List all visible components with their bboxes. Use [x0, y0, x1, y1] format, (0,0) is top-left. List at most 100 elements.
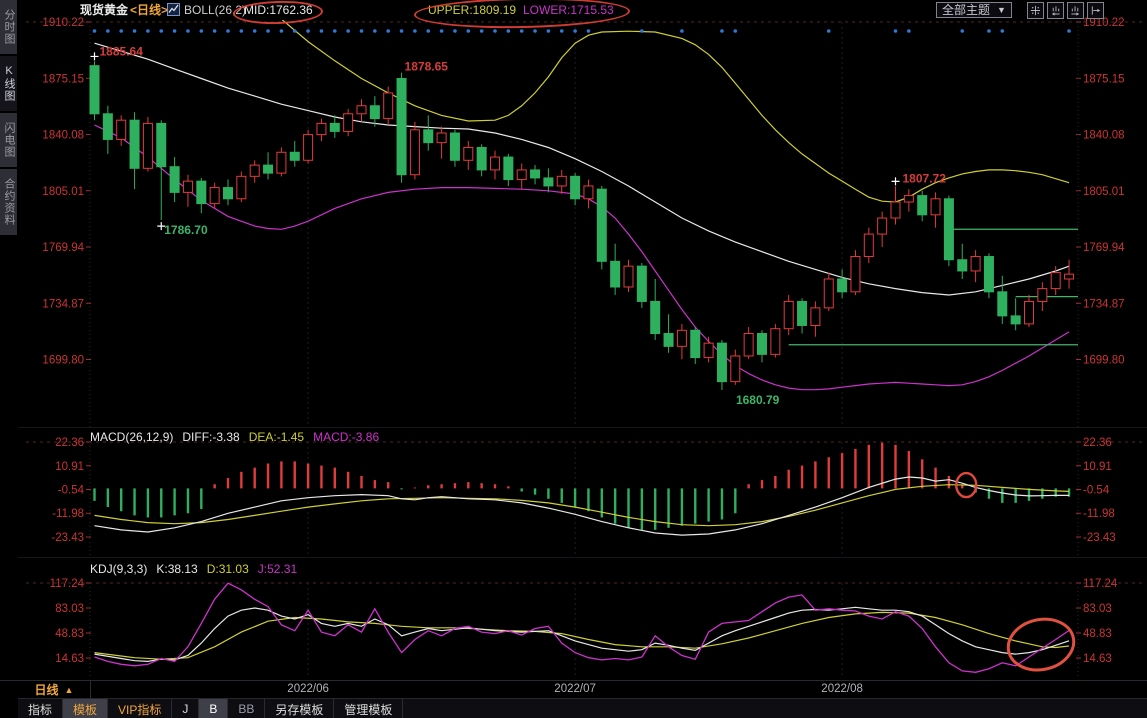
svg-text:1769.94: 1769.94	[42, 242, 84, 254]
boll-upper-line	[281, 20, 1070, 203]
candle	[169, 166, 180, 193]
candle	[396, 77, 407, 176]
candle	[823, 278, 834, 309]
svg-text:1807.72: 1807.72	[903, 171, 947, 185]
candle	[570, 175, 581, 200]
candle	[650, 300, 661, 335]
candle	[116, 119, 127, 140]
candle	[636, 265, 647, 302]
svg-text:1840.08: 1840.08	[42, 130, 84, 142]
candle	[903, 195, 914, 203]
candle	[730, 355, 741, 383]
svg-text:1699.80: 1699.80	[42, 355, 84, 367]
symbol-title: 现货黄金	[80, 3, 129, 17]
macd-panel: 22.36 22.36 10.91 10.91 -0.54 -0.54 -11.98 -11.…	[26, 437, 1146, 556]
svg-text:1734.87: 1734.87	[42, 298, 84, 310]
crosshair-button[interactable]	[1027, 2, 1044, 19]
pan-right-icon	[1090, 5, 1101, 16]
svg-text:14.63: 14.63	[55, 653, 84, 665]
dea-line	[94, 484, 1070, 527]
sidebar-tab-contract-info[interactable]: 合约资料	[0, 169, 17, 235]
pan-right-button[interactable]	[1087, 2, 1104, 19]
svg-text:1786.70: 1786.70	[164, 223, 208, 237]
highlight-ellipse-kdj-cross	[1006, 617, 1076, 672]
svg-text:-0.54: -0.54	[1083, 485, 1110, 497]
candle	[516, 169, 527, 181]
d-line	[94, 611, 1070, 660]
macd-histogram	[93, 442, 1071, 530]
candle	[757, 333, 767, 355]
footer-tab-preset-bb[interactable]: BB	[228, 699, 266, 718]
candle	[142, 122, 153, 169]
candle	[837, 278, 848, 293]
candle	[303, 134, 314, 161]
candle	[156, 122, 167, 168]
svg-text:-11.98: -11.98	[1083, 508, 1115, 520]
candle	[877, 217, 888, 235]
footer-tab-indicators[interactable]: 指标	[18, 699, 64, 718]
sidebar-tab-flash-chart[interactable]: 闪电图	[0, 113, 17, 167]
price-annotations-group: 1885.64 1786.70 1878.65 1680.79 1807.72	[100, 44, 947, 407]
k-line	[94, 606, 1070, 663]
theme-selector-button[interactable]: 全部主题 ▼	[936, 2, 1012, 18]
svg-text:10.91: 10.91	[55, 461, 84, 473]
svg-text:1680.79: 1680.79	[736, 393, 780, 407]
period-selector-label: 日线	[34, 683, 59, 697]
macd-params: MACD(26,12,9)	[90, 430, 174, 444]
svg-text:1910.22: 1910.22	[1083, 17, 1125, 29]
candle	[276, 151, 287, 174]
candle	[770, 328, 781, 355]
sidebar-tab-minute-chart[interactable]: 分时图	[0, 0, 17, 54]
candle	[863, 233, 874, 258]
candle	[716, 342, 727, 383]
compress-kline-button[interactable]	[1047, 2, 1064, 19]
svg-text:1734.87: 1734.87	[1083, 298, 1125, 310]
candle	[129, 119, 140, 169]
candle	[917, 195, 928, 216]
candle	[623, 265, 634, 288]
candle	[943, 198, 954, 261]
footer-tab-save-template[interactable]: 另存模板	[265, 699, 335, 718]
theme-selector-label: 全部主题	[942, 3, 991, 17]
candle	[583, 185, 594, 200]
indicator-tabs-bar: 指标 模板 VIP指标 J B BB 另存模板 管理模板	[18, 698, 1147, 718]
candle	[463, 146, 474, 161]
candle	[676, 329, 687, 347]
footer-tab-preset-b[interactable]: B	[199, 699, 229, 718]
boll-lower-value: LOWER:1715.53	[523, 3, 614, 17]
candle	[610, 260, 621, 288]
period-selector[interactable]: 日线 ▲	[18, 681, 91, 698]
candle	[369, 105, 380, 120]
svg-text:1875.15: 1875.15	[42, 73, 84, 85]
sidebar-tab-kline-chart[interactable]: K线图	[0, 56, 17, 111]
chart-type-sidebar: 分时图 K线图闪电图合约资料	[0, 0, 18, 718]
candle	[930, 198, 941, 216]
kdj-j-value: J:52.31	[257, 562, 298, 576]
candle	[703, 342, 714, 359]
indicator-chart-icon	[167, 3, 180, 16]
expand-kline-icon	[1070, 5, 1081, 16]
expand-kline-button[interactable]	[1067, 2, 1084, 19]
candle	[490, 156, 500, 171]
candle	[1050, 272, 1061, 290]
candle	[223, 187, 233, 200]
footer-tab-templates[interactable]: 模板	[63, 699, 109, 718]
candle	[983, 256, 994, 293]
candle	[957, 259, 968, 272]
candle	[209, 187, 220, 205]
candle	[970, 256, 981, 272]
x-axis-date-label: 2022/07	[554, 683, 596, 695]
svg-text:117.24: 117.24	[1083, 578, 1118, 590]
svg-text:48.83: 48.83	[1083, 628, 1112, 640]
kdj-header: KDJ(9,3,3) K:38.13 D:31.03 J:52.31	[90, 562, 297, 576]
svg-text:14.63: 14.63	[1083, 653, 1112, 665]
candle	[263, 164, 274, 174]
footer-tab-preset-j[interactable]: J	[172, 699, 200, 718]
footer-tab-vip-indicators[interactable]: VIP指标	[108, 699, 173, 718]
candle	[356, 105, 367, 115]
candle	[1024, 300, 1034, 325]
footer-tab-manage-template[interactable]: 管理模板	[334, 699, 404, 718]
svg-text:-11.98: -11.98	[52, 508, 84, 520]
